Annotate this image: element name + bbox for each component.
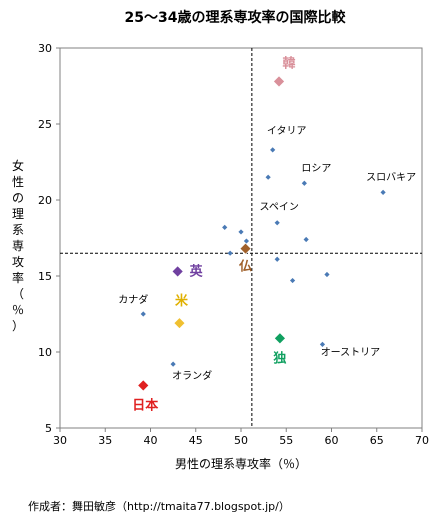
point-label: 米 bbox=[175, 293, 189, 309]
highlight-point-marker bbox=[171, 265, 184, 278]
point-marker bbox=[380, 189, 386, 195]
point-label: ロシア bbox=[301, 163, 331, 174]
y-tick-label: 5 bbox=[45, 422, 52, 435]
point-label: 仏 bbox=[239, 260, 252, 275]
x-tick-label: 60 bbox=[325, 434, 339, 447]
highlight-point-marker bbox=[239, 242, 252, 255]
point-marker bbox=[270, 147, 276, 153]
point-label: 韓 bbox=[283, 55, 296, 71]
point-marker bbox=[324, 271, 330, 278]
highlight-point-marker bbox=[273, 332, 286, 345]
point-label: オランダ bbox=[172, 369, 212, 382]
point-label: 日本 bbox=[132, 397, 158, 413]
point-marker bbox=[222, 224, 228, 230]
x-tick-label: 55 bbox=[279, 434, 293, 447]
point-marker bbox=[170, 361, 176, 367]
x-tick-label: 40 bbox=[144, 434, 158, 447]
point-label: スペイン bbox=[260, 202, 299, 213]
point-marker bbox=[319, 341, 326, 347]
x-tick-label: 65 bbox=[370, 434, 384, 447]
y-tick-label: 30 bbox=[38, 42, 52, 55]
point-marker bbox=[289, 277, 296, 284]
y-tick-label: 10 bbox=[38, 346, 52, 359]
point-label: イタリア bbox=[267, 125, 307, 137]
point-marker bbox=[303, 236, 309, 243]
author-credit: 作成者：舞田敏彦（http://tmaita77.blogspot.jp/） bbox=[28, 499, 290, 513]
svg-text:女性の理系専攻率（％）: 女性の理系専攻率（％） bbox=[12, 158, 24, 333]
x-tick-label: 50 bbox=[234, 434, 248, 447]
point-label: スロバキア bbox=[366, 171, 416, 183]
point-marker bbox=[265, 174, 271, 180]
y-tick-label: 25 bbox=[38, 118, 52, 131]
x-tick-label: 35 bbox=[98, 434, 112, 447]
point-label: 英 bbox=[189, 263, 204, 279]
y-tick-label: 20 bbox=[38, 194, 52, 207]
highlight-point-marker bbox=[273, 75, 285, 88]
point-label: オーストリア bbox=[321, 346, 381, 358]
point-marker bbox=[243, 238, 250, 244]
y-tick-label: 15 bbox=[38, 270, 52, 283]
x-tick-label: 70 bbox=[415, 434, 429, 447]
x-tick-label: 30 bbox=[53, 434, 67, 447]
x-tick-label: 45 bbox=[189, 434, 203, 447]
reference-lines bbox=[60, 48, 422, 428]
point-label: カナダ bbox=[118, 293, 148, 306]
highlight-point-marker bbox=[173, 317, 186, 330]
x-axis-label: 男性の理系専攻率（％） bbox=[175, 456, 307, 471]
point-marker bbox=[274, 256, 280, 262]
x-axis-ticks: 30 35 40 45 50 55 60 65 70 bbox=[53, 428, 429, 447]
chart-title: 25～34歳の理系専攻率の国際比較 bbox=[125, 9, 347, 26]
y-axis-label: 女性の理系専攻率（％） bbox=[12, 158, 24, 333]
point-label: 独 bbox=[273, 350, 286, 366]
y-axis-ticks: 5 10 15 20 25 30 bbox=[38, 42, 60, 435]
point-marker bbox=[227, 250, 233, 256]
point-marker bbox=[140, 311, 146, 317]
highlight-point-marker bbox=[137, 379, 150, 392]
point-marker bbox=[274, 220, 280, 226]
point-marker bbox=[238, 229, 244, 235]
plot-area bbox=[59, 47, 423, 429]
point-marker bbox=[301, 180, 307, 186]
